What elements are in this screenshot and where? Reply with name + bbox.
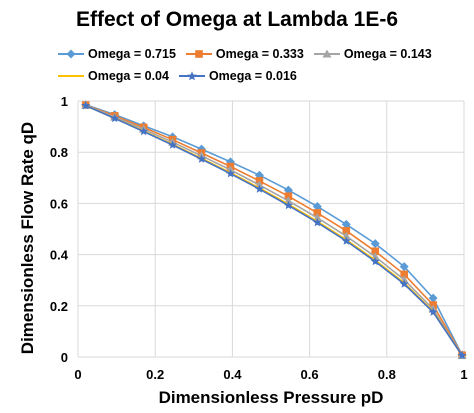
data-point bbox=[312, 218, 322, 227]
legend-swatch bbox=[313, 49, 340, 58]
x-axis-label: Dimensionless Pressure pD bbox=[158, 388, 384, 407]
series-line bbox=[85, 104, 463, 356]
y-tick-label: 1 bbox=[61, 94, 68, 109]
y-tick-label: 0.8 bbox=[50, 145, 68, 160]
x-tick-label: 0.2 bbox=[146, 367, 164, 382]
x-tick-label: 0.6 bbox=[301, 367, 319, 382]
legend-item: Omega = 0.715 bbox=[58, 47, 176, 61]
data-point bbox=[341, 219, 351, 229]
data-point bbox=[312, 201, 322, 211]
legend-row: Omega = 0.715 Omega = 0.333 Omega = 0.143 bbox=[58, 43, 458, 65]
data-point bbox=[313, 209, 322, 217]
legend-label: Omega = 0.04 bbox=[88, 69, 169, 83]
x-tick-label: 0 bbox=[74, 367, 81, 382]
data-point bbox=[168, 140, 177, 149]
legend-swatch bbox=[58, 49, 84, 59]
data-point bbox=[371, 247, 380, 256]
data-point bbox=[400, 270, 408, 279]
data-point bbox=[226, 169, 235, 178]
data-point bbox=[283, 185, 293, 195]
x-tick-label: 0.8 bbox=[378, 367, 396, 382]
y-axis-label: Dimensionless Flow Rate qD bbox=[18, 121, 37, 355]
data-point bbox=[370, 239, 380, 249]
legend: Omega = 0.715 Omega = 0.333 Omega = 0.143 … bbox=[58, 43, 458, 87]
data-point bbox=[341, 236, 351, 245]
legend-label: Omega = 0.715 bbox=[88, 47, 176, 61]
data-point bbox=[342, 226, 351, 235]
y-tick-label: 0 bbox=[61, 350, 68, 365]
chart-title: Effect of Omega at Lambda 1E-6 bbox=[75, 8, 399, 31]
data-point bbox=[428, 293, 438, 303]
data-point bbox=[457, 350, 467, 360]
legend-item: Omega = 0.143 bbox=[313, 47, 432, 61]
legend-label: Omega = 0.016 bbox=[208, 69, 297, 83]
legend-item: Omega = 0.333 bbox=[185, 47, 304, 61]
x-tick-label: 1 bbox=[460, 367, 467, 382]
legend-label: Omega = 0.333 bbox=[215, 47, 304, 61]
x-tick-label: 0.4 bbox=[223, 367, 242, 382]
series-line bbox=[85, 104, 463, 356]
legend-swatch bbox=[185, 50, 212, 58]
data-point bbox=[255, 184, 264, 193]
data-point bbox=[197, 154, 206, 163]
series-line bbox=[85, 104, 463, 356]
y-tick-label: 0.4 bbox=[50, 248, 69, 263]
data-point bbox=[399, 262, 409, 272]
data-point bbox=[428, 307, 438, 316]
legend-label: Omega = 0.143 bbox=[343, 47, 432, 61]
legend-item: Omega = 0.016 bbox=[178, 69, 297, 83]
data-point bbox=[284, 192, 293, 201]
series-line bbox=[85, 104, 463, 356]
data-point bbox=[370, 256, 380, 266]
data-point bbox=[81, 101, 91, 110]
legend-row: Omega = 0.04 Omega = 0.016 bbox=[58, 65, 458, 87]
legend-item: Omega = 0.04 bbox=[58, 69, 169, 83]
data-point bbox=[399, 279, 409, 288]
legend-swatch bbox=[58, 75, 84, 77]
data-point bbox=[110, 113, 119, 123]
y-tick-label: 0.2 bbox=[50, 299, 68, 314]
legend-swatch bbox=[178, 71, 205, 81]
y-tick-label: 0.6 bbox=[50, 196, 68, 211]
series-line bbox=[85, 104, 463, 356]
data-point bbox=[139, 126, 148, 136]
data-point bbox=[284, 200, 293, 210]
